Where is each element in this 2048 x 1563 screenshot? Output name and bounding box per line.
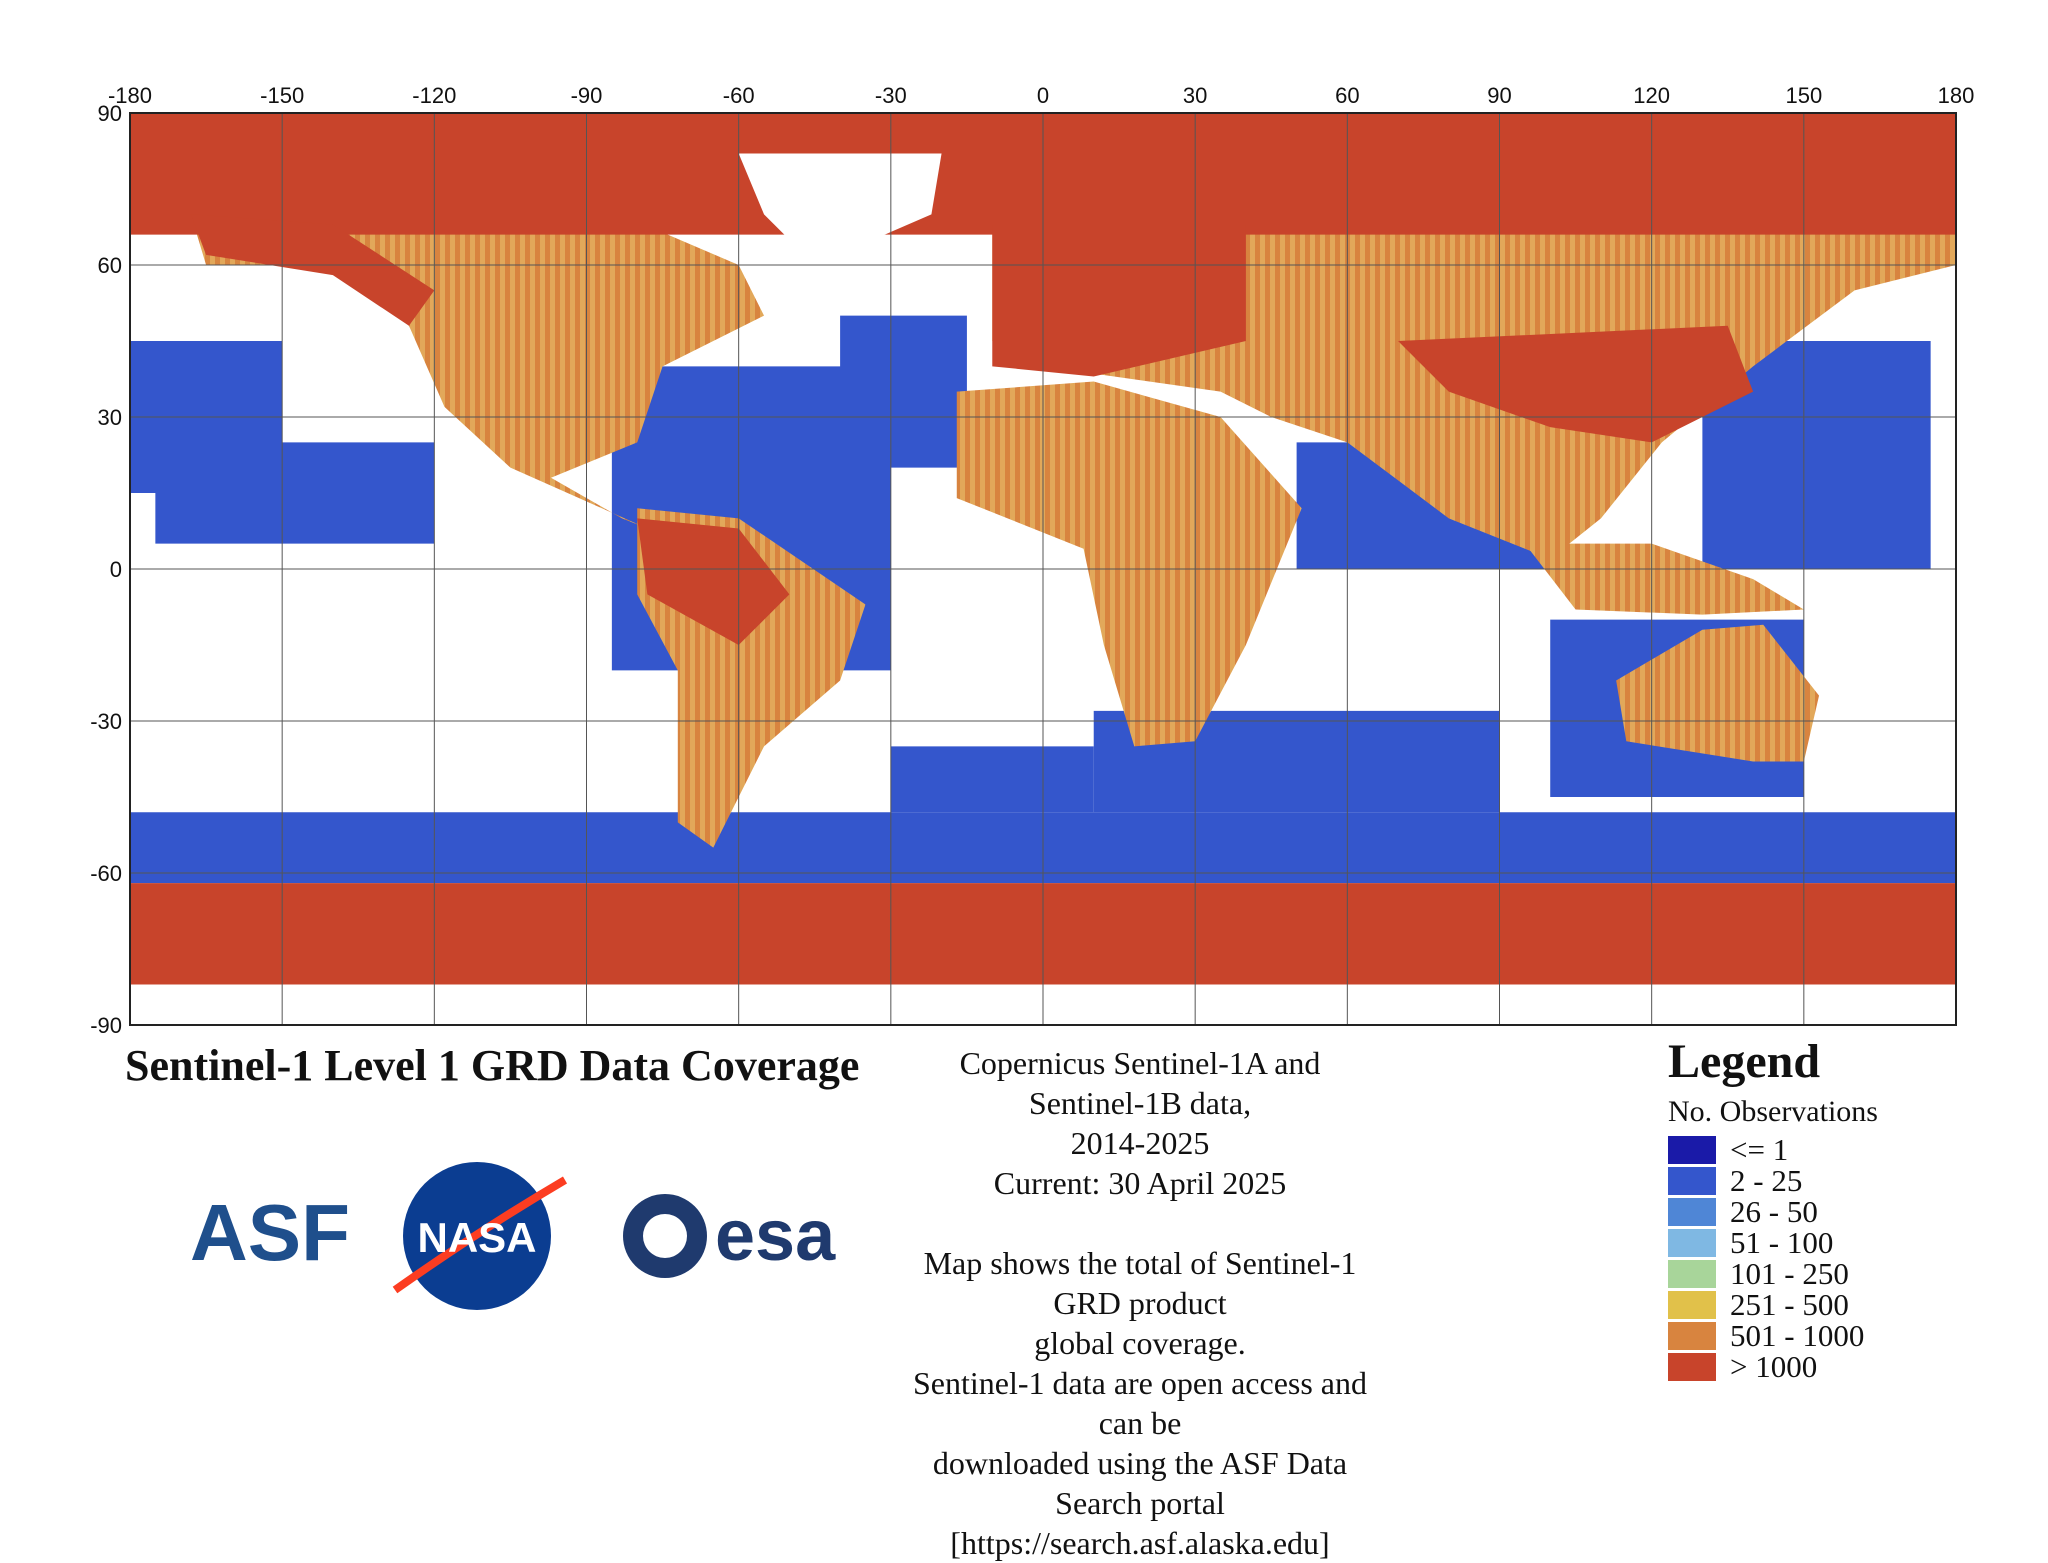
lon-tick-label: 0 <box>1037 83 1049 108</box>
legend-item: > 1000 <box>1668 1351 2028 1382</box>
legend-swatch <box>1668 1259 1716 1288</box>
legend-label: 251 - 500 <box>1730 1287 1849 1322</box>
atlantic-coverage <box>840 315 967 468</box>
legend-label: 501 - 1000 <box>1730 1318 1865 1353</box>
europe-high-coverage <box>992 224 1246 377</box>
lon-tick-label: 30 <box>1183 83 1207 108</box>
legend-swatch <box>1668 1197 1716 1226</box>
lat-tick-label: -60 <box>90 861 122 886</box>
legend-item: 101 - 250 <box>1668 1258 2028 1289</box>
legend-title: Legend <box>1668 1035 1821 1088</box>
info-text: Copernicus Sentinel-1A and Sentinel-1B d… <box>900 1043 1380 1563</box>
legend-subtitle: No. Observations <box>1668 1095 1878 1128</box>
svg-text:NASA: NASA <box>417 1214 536 1261</box>
info-line: 2014-2025 <box>1070 1125 1210 1161</box>
north-america <box>190 189 765 529</box>
lon-tick-label: -180 <box>108 83 152 108</box>
info-line: global coverage. <box>1034 1325 1246 1361</box>
legend-swatch <box>1668 1135 1716 1164</box>
legend-item: <= 1 <box>1668 1134 2028 1165</box>
map-canvas: -180 -150 -120 -90 -60 -30 0 30 60 90 120 150 180 90 6… <box>90 83 1974 1038</box>
legend-label: 51 - 100 <box>1730 1225 1834 1260</box>
legend-item: 2 - 25 <box>1668 1165 2028 1196</box>
logo-row: ASF NASA esa <box>180 1140 860 1310</box>
legend-label: 2 - 25 <box>1730 1163 1803 1198</box>
legend-label: 101 - 250 <box>1730 1256 1849 1291</box>
svg-text:esa: esa <box>715 1196 836 1276</box>
lat-tick-label: 0 <box>110 557 122 582</box>
lon-tick-label: 90 <box>1487 83 1511 108</box>
map-title: Sentinel-1 Level 1 GRD Data Coverage <box>125 1041 860 1090</box>
svg-text:ASF: ASF <box>190 1188 350 1277</box>
legend-swatch <box>1668 1166 1716 1195</box>
lat-tick-label: -30 <box>90 709 122 734</box>
legend-swatch <box>1668 1352 1716 1381</box>
legend-item: 26 - 50 <box>1668 1196 2028 1227</box>
asf-logo: ASF <box>190 1188 350 1277</box>
legend-label: > 1000 <box>1730 1349 1818 1384</box>
info-line: downloaded using the ASF Data Search por… <box>932 1445 1348 1521</box>
lon-tick-label: 60 <box>1335 83 1359 108</box>
alaska-high-coverage <box>190 214 435 326</box>
legend-label: 26 - 50 <box>1730 1194 1818 1229</box>
lon-tick-label: -150 <box>260 83 304 108</box>
pacific-coverage <box>155 442 435 544</box>
logos-svg: ASF NASA esa <box>190 1162 836 1310</box>
australia <box>1616 624 1820 762</box>
info-line: Map shows the total of Sentinel-1 GRD pr… <box>923 1245 1357 1321</box>
lon-tick-label: 120 <box>1633 83 1670 108</box>
pacific-coverage <box>1702 341 1931 569</box>
esa-logo: esa <box>623 1194 836 1278</box>
lon-tick-label: 150 <box>1785 83 1822 108</box>
nasa-logo: NASA <box>392 1162 568 1310</box>
lat-tick-label: 60 <box>98 253 122 278</box>
lon-tick-label: 180 <box>1938 83 1975 108</box>
map-frame <box>129 112 1957 1026</box>
legend-swatch <box>1668 1228 1716 1257</box>
maritime-continent <box>1524 543 1804 615</box>
lon-tick-label: -60 <box>723 83 755 108</box>
asia-high-coverage <box>1398 325 1754 443</box>
legend-swatch <box>1668 1321 1716 1350</box>
amazon-high-coverage <box>637 518 790 645</box>
info-line: Current: 30 April 2025 <box>993 1165 1287 1201</box>
atlantic-coverage <box>890 746 1094 813</box>
lat-tick-label: -90 <box>90 1013 122 1038</box>
axis-ticks: -180 -150 -120 -90 -60 -30 0 30 60 90 120 150 180 90 6… <box>90 83 1974 1038</box>
lat-tick-label: 90 <box>98 101 122 126</box>
info-link: [https://search.asf.alaska.edu] <box>950 1525 1330 1561</box>
coverage-map: -180 -150 -120 -90 -60 -30 0 30 60 90 120 150 180 90 6… <box>90 83 1974 1038</box>
legend-item: 51 - 100 <box>1668 1227 2028 1258</box>
legend-item: 251 - 500 <box>1668 1289 2028 1320</box>
legend-item: 501 - 1000 <box>1668 1320 2028 1351</box>
legend-swatch <box>1668 1290 1716 1319</box>
lon-tick-label: -120 <box>412 83 456 108</box>
info-line: Copernicus Sentinel-1A and Sentinel-1B d… <box>959 1045 1321 1121</box>
lon-tick-label: -90 <box>571 83 603 108</box>
lat-tick-label: 30 <box>98 405 122 430</box>
legend-label: <= 1 <box>1730 1132 1789 1167</box>
lon-tick-label: -30 <box>875 83 907 108</box>
greenland-nodata <box>738 153 942 265</box>
info-line: Sentinel-1 data are open access and can … <box>912 1365 1367 1441</box>
